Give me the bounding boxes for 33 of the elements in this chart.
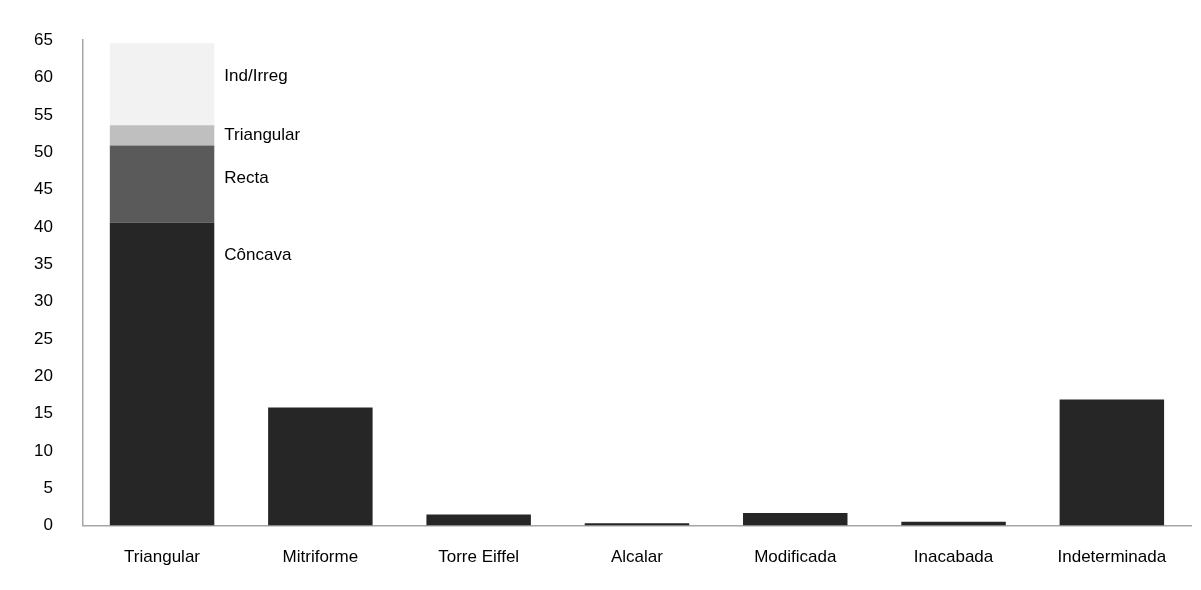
y-tick-label: 40 xyxy=(33,216,53,236)
bar xyxy=(268,407,373,526)
x-tick-label: Indeterminada xyxy=(1057,547,1167,567)
y-tick-label: 65 xyxy=(33,29,53,49)
bar xyxy=(426,514,531,526)
series-label: Recta xyxy=(224,168,270,188)
y-tick-label: 45 xyxy=(33,179,53,199)
x-tick-label: Triangular xyxy=(124,547,201,567)
series-label: Côncava xyxy=(224,245,292,265)
y-tick-label: 0 xyxy=(43,515,53,535)
x-tick-label: Torre Eiffel xyxy=(438,547,520,567)
y-tick-label: 60 xyxy=(33,67,53,87)
y-tick-label: 50 xyxy=(33,141,53,161)
bar xyxy=(1059,399,1165,526)
x-tick-label: Inacabada xyxy=(913,547,994,567)
series-label: Triangular xyxy=(224,125,301,145)
x-tick-label: Mitriforme xyxy=(282,547,359,567)
y-tick-label: 30 xyxy=(33,291,53,311)
y-tick-label: 15 xyxy=(33,403,53,423)
y-tick-label: 5 xyxy=(43,477,53,497)
y-tick-label: 10 xyxy=(33,440,53,460)
series-label: Ind/Irreg xyxy=(224,65,288,85)
x-tick-label: Modificada xyxy=(754,547,837,567)
bar xyxy=(109,145,215,223)
x-tick-label: Alcalar xyxy=(610,547,664,567)
bar xyxy=(109,43,215,126)
y-tick-label: 35 xyxy=(33,253,53,273)
bar xyxy=(109,125,215,146)
y-tick-label: 25 xyxy=(33,328,53,348)
bar xyxy=(743,512,848,526)
y-tick-label: 20 xyxy=(33,365,53,385)
y-tick-label: 55 xyxy=(33,104,53,124)
bar xyxy=(109,222,215,526)
